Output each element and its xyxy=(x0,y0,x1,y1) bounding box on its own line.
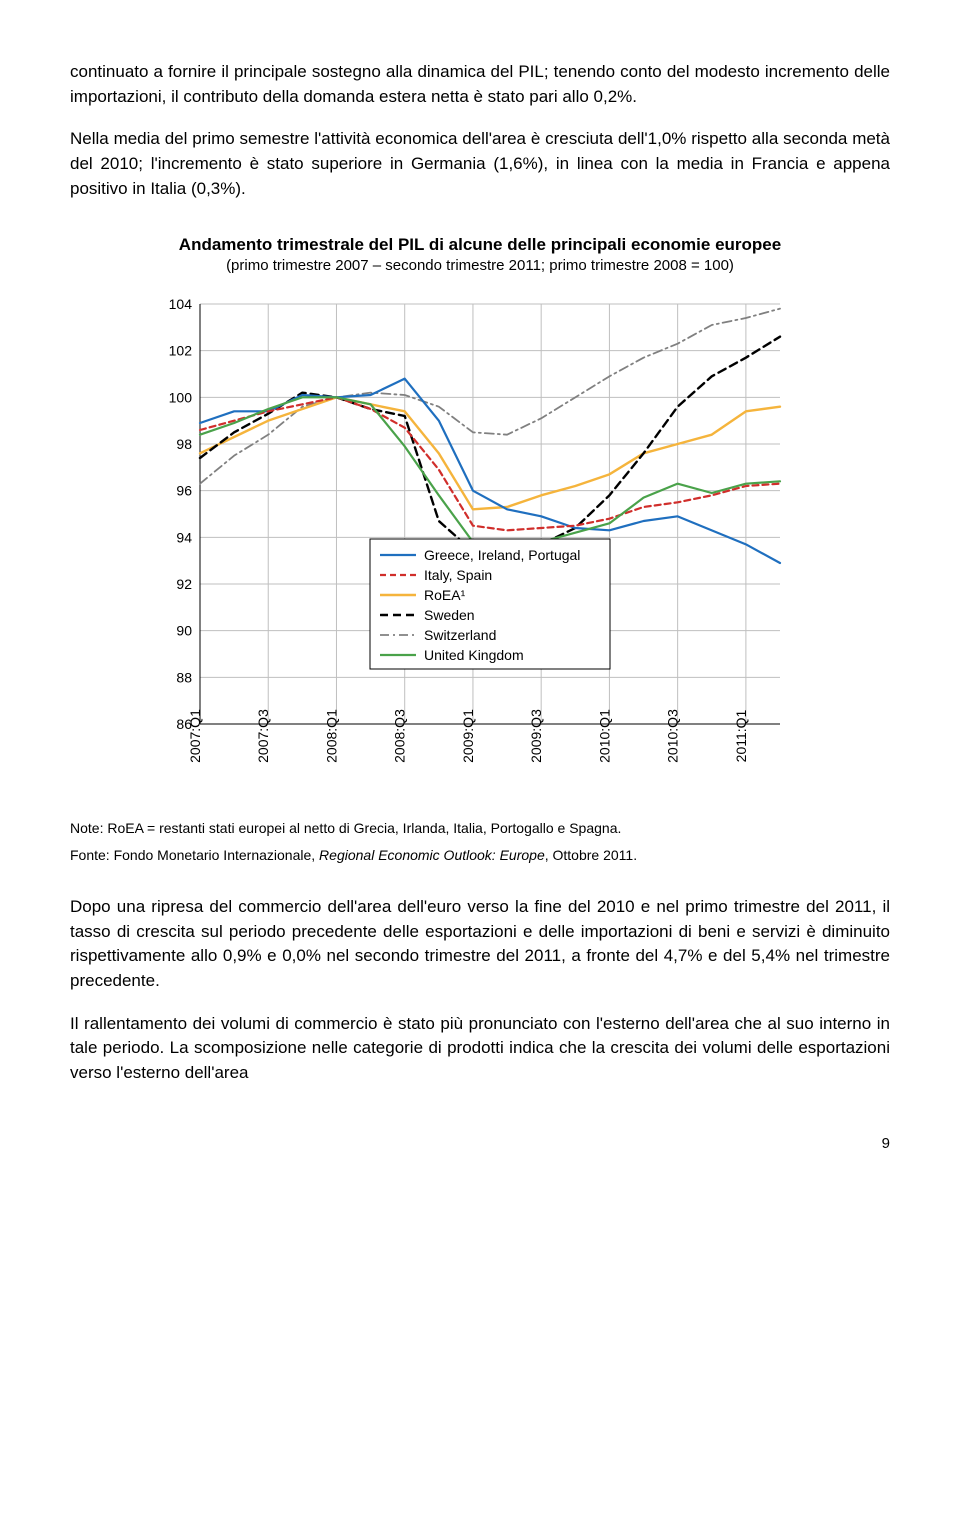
svg-text:88: 88 xyxy=(176,670,192,686)
svg-text:2011:Q1: 2011:Q1 xyxy=(733,710,749,763)
chart-note-1: Note: RoEA = restanti stati europei al n… xyxy=(70,819,890,838)
svg-text:94: 94 xyxy=(176,530,192,546)
svg-text:102: 102 xyxy=(169,343,193,359)
paragraph-2: Nella media del primo semestre l'attivit… xyxy=(70,127,890,201)
note-source-italic: Regional Economic Outlook: Europe xyxy=(319,847,545,863)
svg-text:Sweden: Sweden xyxy=(424,607,475,623)
gdp-chart: 868890929496981001021042007:Q12007:Q3200… xyxy=(140,284,820,809)
svg-text:Greece, Ireland, Portugal: Greece, Ireland, Portugal xyxy=(424,547,580,563)
svg-text:96: 96 xyxy=(176,483,192,499)
chart-title: Andamento trimestrale del PIL di alcune … xyxy=(70,235,890,255)
svg-text:100: 100 xyxy=(169,390,193,406)
svg-text:90: 90 xyxy=(176,623,192,639)
svg-text:Italy, Spain: Italy, Spain xyxy=(424,567,492,583)
svg-text:2007:Q1: 2007:Q1 xyxy=(187,709,203,763)
svg-text:2009:Q1: 2009:Q1 xyxy=(460,709,476,763)
svg-text:RoEA¹: RoEA¹ xyxy=(424,587,466,603)
paragraph-4: Il rallentamento dei volumi di commercio… xyxy=(70,1012,890,1086)
svg-text:2008:Q3: 2008:Q3 xyxy=(392,709,408,763)
svg-text:104: 104 xyxy=(169,296,193,312)
svg-text:2010:Q1: 2010:Q1 xyxy=(596,709,612,763)
paragraph-3: Dopo una ripresa del commercio dell'area… xyxy=(70,895,890,994)
note-source-prefix: Fonte: Fondo Monetario Internazionale, xyxy=(70,847,319,863)
svg-text:98: 98 xyxy=(176,436,192,452)
svg-text:Switzerland: Switzerland xyxy=(424,627,496,643)
chart-note-2: Fonte: Fondo Monetario Internazionale, R… xyxy=(70,846,890,865)
page-number: 9 xyxy=(70,1135,890,1152)
gdp-chart-svg: 868890929496981001021042007:Q12007:Q3200… xyxy=(140,284,820,804)
svg-text:United Kingdom: United Kingdom xyxy=(424,647,524,663)
paragraph-1: continuato a fornire il principale soste… xyxy=(70,60,890,109)
svg-text:2008:Q1: 2008:Q1 xyxy=(323,709,339,763)
svg-text:92: 92 xyxy=(176,576,192,592)
chart-subtitle: (primo trimestre 2007 – secondo trimestr… xyxy=(70,257,890,274)
svg-text:2007:Q3: 2007:Q3 xyxy=(255,709,271,763)
svg-text:2009:Q3: 2009:Q3 xyxy=(528,709,544,763)
svg-text:2010:Q3: 2010:Q3 xyxy=(665,709,681,763)
note-source-suffix: , Ottobre 2011. xyxy=(545,847,637,863)
